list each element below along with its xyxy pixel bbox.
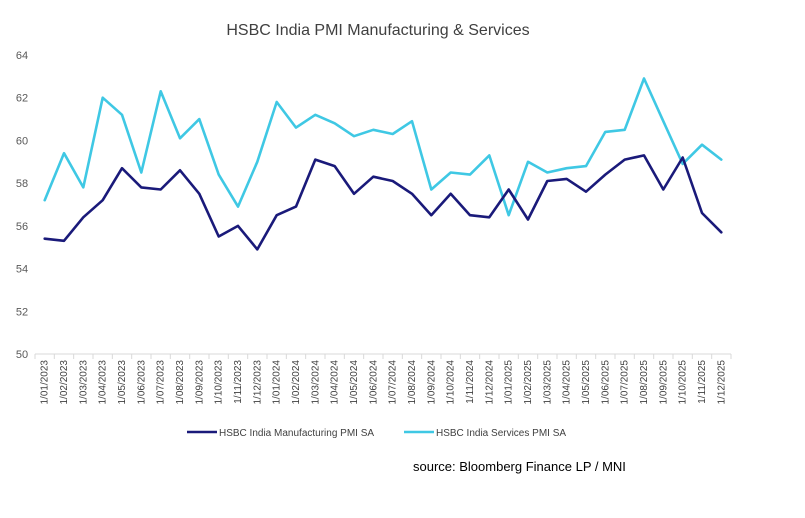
x-tick-label: 1/04/2025 [562, 360, 573, 405]
y-tick-label: 62 [16, 93, 28, 105]
x-tick-label: 1/05/2024 [349, 360, 360, 405]
x-tick-label: 1/11/2025 [697, 360, 708, 404]
x-tick-label: 1/06/2024 [368, 360, 379, 405]
x-tick-label: 1/10/2024 [446, 360, 457, 405]
x-tick-label: 1/03/2025 [542, 360, 553, 405]
x-tick-label: 1/12/2023 [252, 360, 263, 405]
services-pmi-line [43, 77, 723, 217]
x-tick-label: 1/09/2024 [426, 360, 437, 405]
x-tick-label: 1/04/2024 [330, 360, 341, 405]
x-tick-label: 1/11/2023 [233, 360, 244, 404]
x-tick-label: 1/09/2023 [194, 360, 205, 405]
x-tick-label: 1/04/2023 [98, 360, 109, 405]
chart-title: HSBC India PMI Manufacturing & Services [226, 22, 529, 39]
x-tick-label: 1/05/2023 [117, 360, 128, 405]
y-tick-label: 52 [16, 306, 28, 318]
x-tick-label: 1/12/2025 [716, 360, 727, 405]
y-tick-label: 58 [16, 178, 28, 190]
y-tick-label: 64 [16, 50, 28, 62]
x-tick-label: 1/06/2025 [600, 360, 611, 405]
y-tick-label: 54 [16, 264, 28, 276]
x-tick-label: 1/01/2024 [272, 360, 283, 405]
y-tick-label: 50 [16, 349, 28, 361]
x-tick-label: 1/03/2024 [310, 360, 321, 405]
series-layer [43, 77, 723, 251]
x-tick-label: 1/02/2024 [291, 360, 302, 405]
x-tick-label: 1/12/2024 [484, 360, 495, 405]
source-note: source: Bloomberg Finance LP / MNI [413, 459, 626, 474]
x-tick-label: 1/03/2023 [78, 360, 89, 405]
x-tick-label: 1/01/2023 [40, 360, 51, 405]
x-tick-label: 1/10/2023 [214, 360, 225, 405]
y-axis: 50 52 54 56 58 60 62 64 [16, 50, 28, 361]
x-axis: 1/01/2023 1/02/2023 1/03/2023 1/04/2023 1/05… [34, 353, 732, 405]
x-tick-label: 1/02/2023 [59, 360, 70, 405]
x-tick-label: 1/07/2023 [156, 360, 167, 405]
x-tick-label: 1/05/2025 [581, 360, 592, 405]
x-tick-label: 1/07/2025 [620, 360, 631, 405]
x-tick-label: 1/07/2024 [388, 360, 399, 405]
x-tick-label: 1/08/2025 [639, 360, 650, 405]
y-tick-label: 56 [16, 221, 28, 233]
x-tick-label: 1/06/2023 [136, 360, 147, 405]
x-tick-label: 1/02/2025 [523, 360, 534, 405]
legend: HSBC India Manufacturing PMI SA HSBC Indi… [187, 428, 566, 439]
x-tick-label: 1/11/2024 [465, 360, 476, 404]
x-tick-label: 1/08/2024 [407, 360, 418, 405]
x-tick-label: 1/10/2025 [678, 360, 689, 405]
legend-manufacturing-label: HSBC India Manufacturing PMI SA [219, 428, 374, 439]
x-tick-label: 1/01/2025 [504, 360, 515, 405]
manufacturing-pmi-line [43, 154, 723, 251]
x-tick-label: 1/09/2025 [658, 360, 669, 405]
legend-services-label: HSBC India Services PMI SA [436, 428, 566, 439]
y-tick-label: 60 [16, 135, 28, 147]
x-tick-label: 1/08/2023 [175, 360, 186, 405]
